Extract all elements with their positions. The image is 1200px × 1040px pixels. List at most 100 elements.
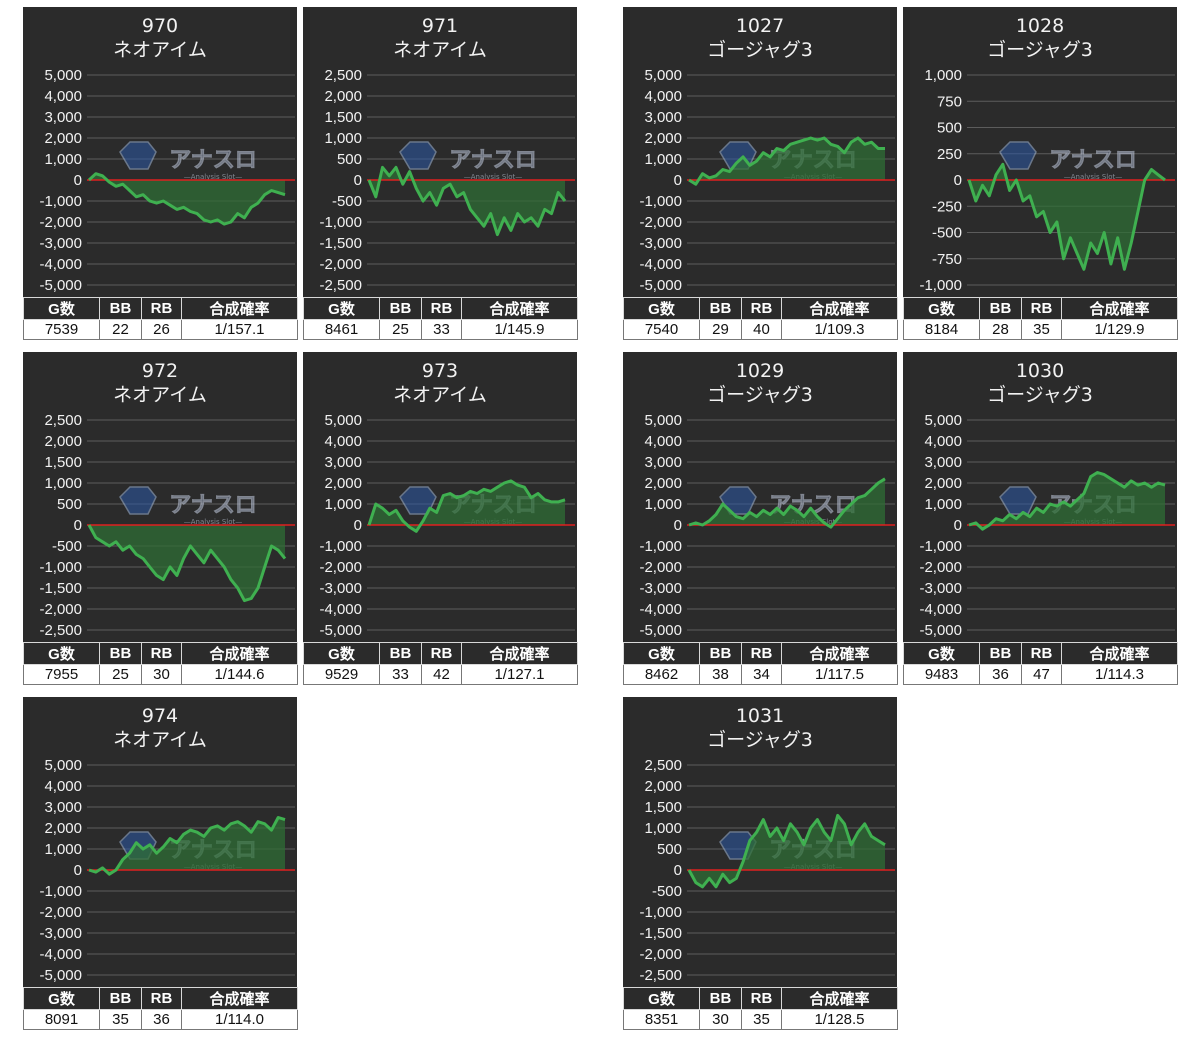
series-area bbox=[689, 815, 885, 887]
stats-table: G数 BB RB 合成確率 9529 33 42 1/127.1 bbox=[303, 642, 578, 685]
y-tick-label: -1,000 bbox=[919, 277, 962, 294]
y-tick-label: -1,000 bbox=[639, 904, 682, 921]
combined-probability: 1/127.1 bbox=[461, 664, 578, 685]
machine-name: ネオアイム bbox=[393, 39, 487, 61]
stats-header-cell: RB bbox=[741, 642, 782, 665]
y-tick-label: 1,000 bbox=[644, 496, 682, 513]
y-tick-label: 2,500 bbox=[324, 67, 362, 84]
series-line bbox=[87, 524, 287, 603]
analysis-slot-watermark: アナスロ—Analysis Slot— bbox=[999, 141, 1137, 181]
stats-value-row: 9529 33 42 1/127.1 bbox=[303, 664, 578, 685]
y-tick-label: 5,000 bbox=[44, 67, 82, 84]
y-tick-label: -1,500 bbox=[319, 235, 362, 252]
y-tick-label: -2,000 bbox=[39, 601, 82, 618]
y-tick-label: -3,000 bbox=[39, 925, 82, 942]
big-bonus-count: 22 bbox=[99, 319, 142, 340]
chart-svg: 5,000 4,000 3,000 2,000 1,000 0 -1,000 -2,000 -3… bbox=[919, 412, 1175, 639]
y-tick-label: 500 bbox=[657, 841, 682, 858]
stats-value-row: 8351 30 35 1/128.5 bbox=[623, 1009, 898, 1030]
y-tick-label: -5,000 bbox=[919, 622, 962, 639]
stats-header-cell: RB bbox=[1021, 642, 1062, 665]
y-tick-label: 4,000 bbox=[44, 88, 82, 105]
stats-header-cell: RB bbox=[141, 642, 182, 665]
y-tick-label: 1,000 bbox=[644, 151, 682, 168]
y-tick-label: -1,500 bbox=[639, 925, 682, 942]
series-line bbox=[687, 813, 886, 889]
y-tick-label: -4,000 bbox=[639, 601, 682, 618]
y-tick-label: -5,000 bbox=[639, 622, 682, 639]
stats-header-cell: RB bbox=[141, 297, 182, 320]
watermark-brand: アナスロ bbox=[1049, 148, 1137, 173]
chart-svg: 5,000 4,000 3,000 2,000 1,000 0 -1,000 -2,000 -3… bbox=[39, 757, 295, 984]
y-tick-label: -4,000 bbox=[39, 256, 82, 273]
y-tick-label: 500 bbox=[337, 151, 362, 168]
y-tick-label: 2,000 bbox=[924, 475, 962, 492]
chart-panel: 972 ネオアイム 2,500 2,000 1,500 1,000 500 0 -500 -1,0… bbox=[23, 352, 298, 685]
y-tick-label: 0 bbox=[954, 517, 962, 534]
watermark-brand: アナスロ bbox=[169, 493, 257, 518]
y-tick-label: 3,000 bbox=[644, 109, 682, 126]
stats-header-cell: 合成確率 bbox=[461, 642, 578, 665]
chart-panel: 1028 ゴージャグ3 1,000 750 500 250 0 -250 -500 -750 -1,… bbox=[903, 7, 1178, 340]
y-tick-label: 250 bbox=[937, 146, 962, 163]
stats-table: G数 BB RB 合成確率 7539 22 26 1/157.1 bbox=[23, 297, 298, 340]
series-line bbox=[367, 165, 567, 237]
y-tick-label: -5,000 bbox=[39, 277, 82, 294]
y-tick-label: -5,000 bbox=[319, 622, 362, 639]
chart-svg: 2,500 2,000 1,500 1,000 500 0 -500 -1,000 -1,500… bbox=[319, 67, 575, 294]
machine-name: ネオアイム bbox=[393, 384, 487, 406]
y-tick-label: 5,000 bbox=[324, 412, 362, 429]
series-area bbox=[689, 138, 885, 185]
series-line bbox=[87, 172, 286, 226]
stats-header-cell: G数 bbox=[623, 987, 700, 1010]
y-tick-label: 500 bbox=[937, 120, 962, 137]
y-tick-label: -500 bbox=[52, 538, 82, 555]
game-count: 7955 bbox=[23, 664, 100, 685]
y-tick-label: -1,000 bbox=[319, 538, 362, 555]
chart-svg: 1,000 750 500 250 0 -250 -500 -750 -1,000 アナスロ—An… bbox=[919, 67, 1175, 294]
series-area bbox=[89, 525, 285, 601]
combined-probability: 1/114.3 bbox=[1061, 664, 1178, 685]
stats-header-cell: BB bbox=[379, 297, 422, 320]
big-bonus-count: 25 bbox=[379, 319, 422, 340]
y-tick-label: -4,000 bbox=[919, 601, 962, 618]
y-tick-label: -500 bbox=[652, 883, 682, 900]
y-tick-label: 750 bbox=[937, 93, 962, 110]
stats-header-row: G数 BB RB 合成確率 bbox=[623, 297, 898, 320]
reg-bonus-count: 33 bbox=[421, 319, 462, 340]
stats-value-row: 8184 28 35 1/129.9 bbox=[903, 319, 1178, 340]
machine-number: 1030 bbox=[1015, 360, 1065, 382]
y-tick-label: -3,000 bbox=[39, 235, 82, 252]
reg-bonus-count: 26 bbox=[141, 319, 182, 340]
stats-header-cell: G数 bbox=[303, 642, 380, 665]
chart-panel: 970 ネオアイム 5,000 4,000 3,000 2,000 1,000 0 -1,000… bbox=[23, 7, 298, 340]
series-line bbox=[688, 477, 886, 529]
big-bonus-count: 28 bbox=[979, 319, 1022, 340]
y-tick-label: 5,000 bbox=[44, 757, 82, 774]
stats-value-row: 7539 22 26 1/157.1 bbox=[23, 319, 298, 340]
y-tick-label: 4,000 bbox=[644, 433, 682, 450]
y-tick-label: 4,000 bbox=[44, 778, 82, 795]
game-count: 8461 bbox=[303, 319, 380, 340]
series-line bbox=[367, 479, 566, 533]
y-tick-label: -1,500 bbox=[39, 580, 82, 597]
chart-panel: 973 ネオアイム 5,000 4,000 3,000 2,000 1,000 0 -1,000… bbox=[303, 352, 578, 685]
stats-header-cell: 合成確率 bbox=[181, 987, 298, 1010]
reg-bonus-count: 40 bbox=[741, 319, 782, 340]
watermark-brand: アナスロ bbox=[169, 148, 257, 173]
stats-value-row: 8461 25 33 1/145.9 bbox=[303, 319, 578, 340]
y-tick-label: -4,000 bbox=[639, 256, 682, 273]
y-tick-label: -4,000 bbox=[319, 601, 362, 618]
big-bonus-count: 30 bbox=[699, 1009, 742, 1030]
stats-header-row: G数 BB RB 合成確率 bbox=[23, 642, 298, 665]
stats-header-cell: 合成確率 bbox=[181, 642, 298, 665]
stats-header-row: G数 BB RB 合成確率 bbox=[903, 642, 1178, 665]
y-tick-label: -1,000 bbox=[319, 214, 362, 231]
machine-name: ゴージャグ3 bbox=[707, 39, 813, 61]
stats-header-cell: RB bbox=[1021, 297, 1062, 320]
game-count: 7540 bbox=[623, 319, 700, 340]
reg-bonus-count: 36 bbox=[141, 1009, 182, 1030]
machine-name: ネオアイム bbox=[113, 729, 207, 751]
stats-header-cell: BB bbox=[699, 297, 742, 320]
y-tick-label: 2,500 bbox=[44, 412, 82, 429]
